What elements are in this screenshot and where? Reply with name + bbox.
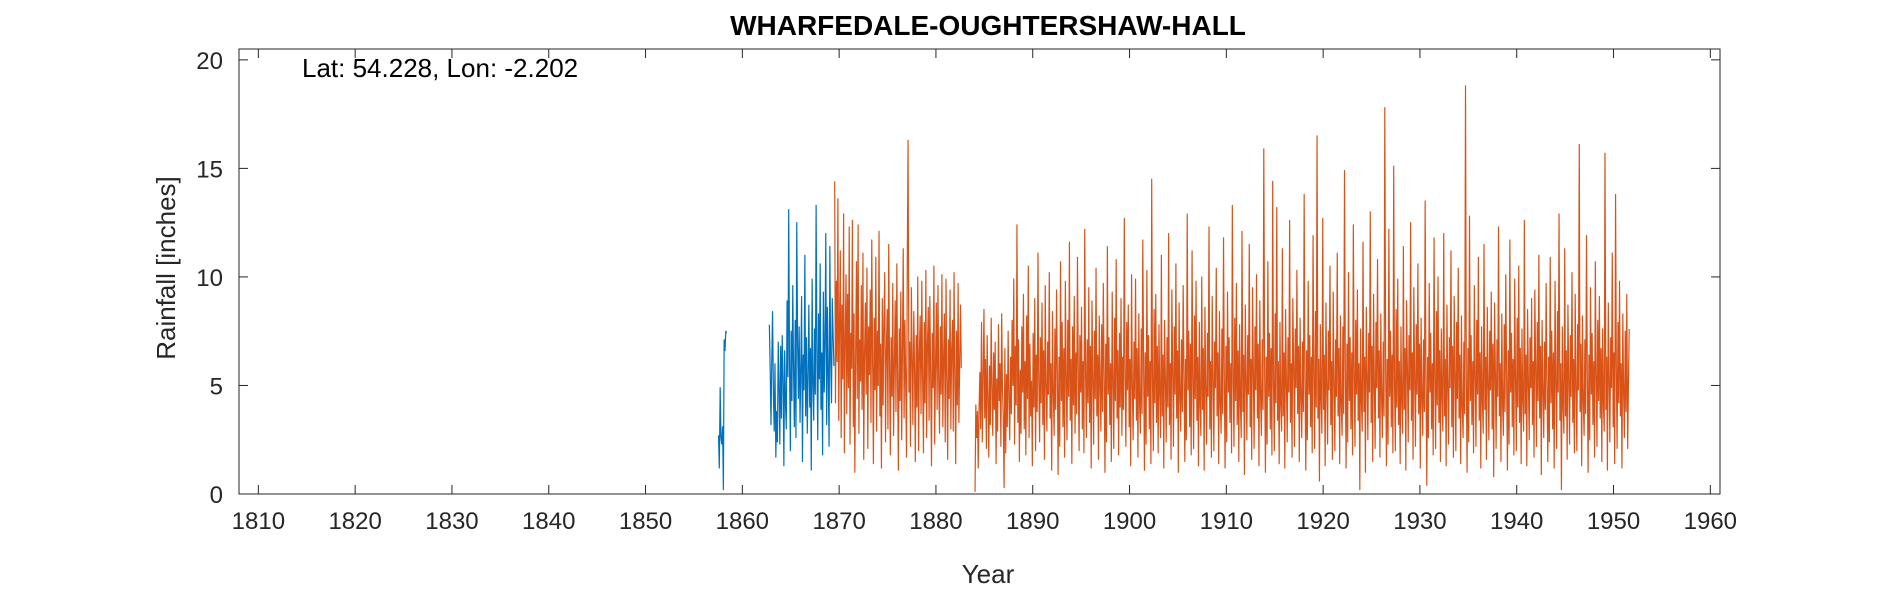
x-tick-label: 1870 <box>812 508 865 535</box>
x-tick-label: 1910 <box>1200 508 1253 535</box>
x-tick-label: 1930 <box>1393 508 1446 535</box>
x-tick-label: 1820 <box>328 508 381 535</box>
y-tick-label: 15 <box>196 156 223 183</box>
x-tick-label: 1960 <box>1684 508 1737 535</box>
chart-title: WHARFEDALE-OUGHTERSHAW-HALL <box>730 10 1246 41</box>
y-axis-label: Rainfall [inches] <box>151 176 181 360</box>
x-tick-label: 1890 <box>1006 508 1059 535</box>
x-tick-label: 1840 <box>522 508 575 535</box>
x-tick-label: 1850 <box>619 508 672 535</box>
series-1-line <box>768 204 835 471</box>
x-tick-label: 1900 <box>1103 508 1156 535</box>
x-tick-label: 1950 <box>1587 508 1640 535</box>
x-tick-label: 1810 <box>232 508 285 535</box>
series-2-line <box>834 139 962 473</box>
x-tick-label: 1830 <box>425 508 478 535</box>
series-1-line <box>717 330 728 491</box>
y-tick-label: 10 <box>196 265 223 292</box>
y-tick-label: 0 <box>210 482 223 509</box>
x-tick-label: 1940 <box>1490 508 1543 535</box>
x-tick-label: 1880 <box>909 508 962 535</box>
y-axis-ticks: 0 5 10 15 20 <box>196 48 1720 509</box>
y-tick-label: 5 <box>210 373 223 400</box>
location-annotation: Lat: 54.228, Lon: -2.202 <box>302 53 578 83</box>
y-tick-label: 20 <box>196 48 223 75</box>
series-layer <box>717 85 1630 492</box>
x-axis-label: Year <box>962 559 1015 589</box>
x-tick-label: 1920 <box>1296 508 1349 535</box>
x-axis-ticks: 1810 1820 1830 1840 1850 1860 1870 1880 1890 1900… <box>232 49 1737 535</box>
x-tick-label: 1860 <box>716 508 769 535</box>
series-2-line <box>974 85 1630 492</box>
